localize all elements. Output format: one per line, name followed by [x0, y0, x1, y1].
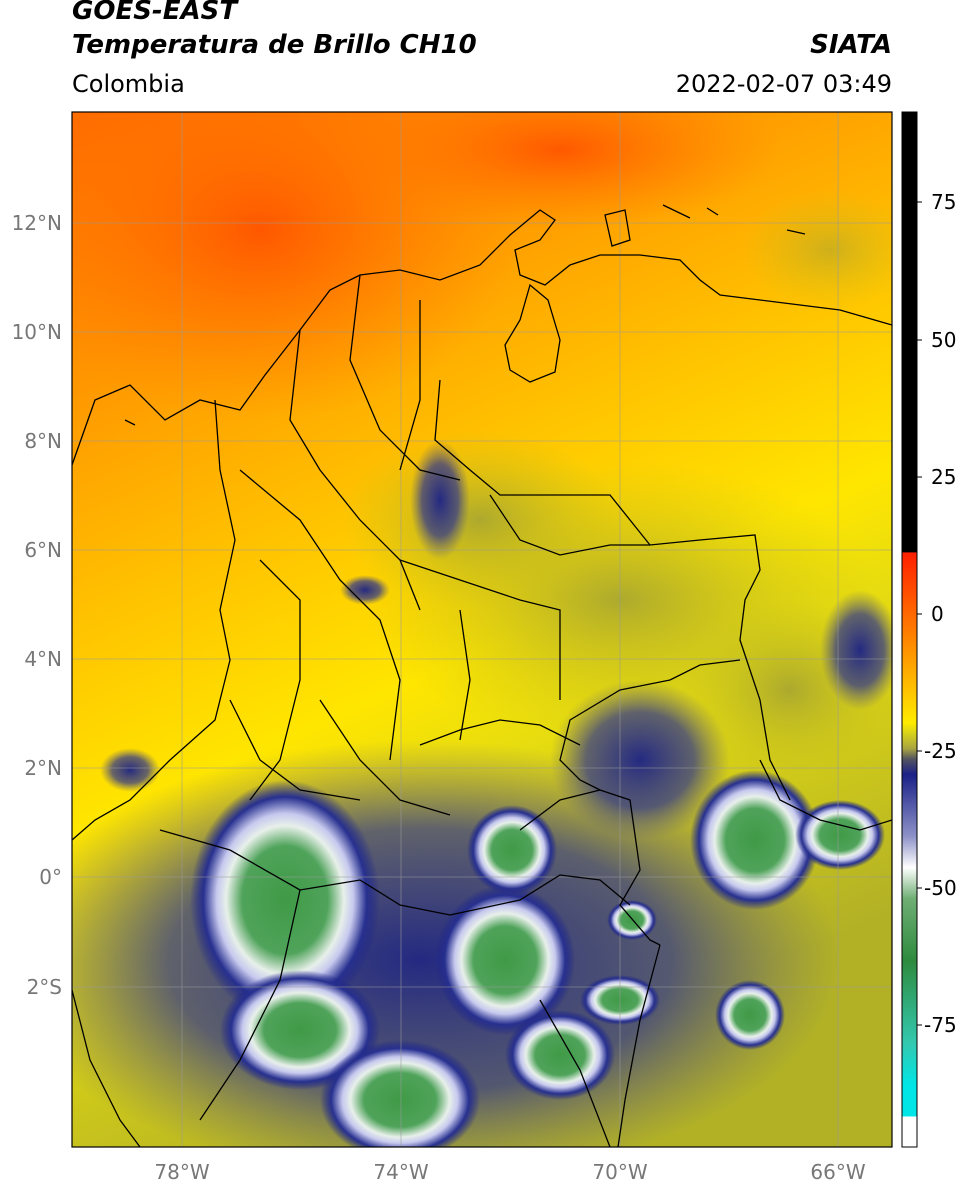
colorbar-tick-label: 25: [931, 465, 956, 489]
colorbar: 75 50 25 0 -25 -50 -75: [901, 111, 957, 1148]
lat-label: 12°N: [12, 211, 62, 235]
coastlines-and-borders: [72, 204, 892, 1147]
lat-label: 6°N: [24, 538, 62, 562]
lat-label: 2°S: [27, 975, 62, 999]
lon-label: 66°W: [810, 1160, 865, 1184]
longitude-labels: 78°W 74°W 70°W 66°W: [154, 1160, 865, 1184]
colorbar-tick-label: -50: [924, 876, 957, 900]
map-frame: [71, 111, 893, 1148]
datetime-label: 2022-02-07 03:49: [675, 70, 892, 98]
colorbar-tick-label: -25: [924, 739, 957, 763]
lon-label: 74°W: [373, 1160, 428, 1184]
latitude-labels: 12°N 10°N 8°N 6°N 4°N 2°N 0° 2°S: [12, 211, 62, 999]
lat-label: 0°: [39, 865, 62, 889]
lon-label: 78°W: [154, 1160, 209, 1184]
lon-label: 70°W: [592, 1160, 647, 1184]
lat-label: 8°N: [24, 429, 62, 453]
product-title: Temperatura de Brillo CH10: [72, 30, 477, 60]
region-label: Colombia: [72, 70, 185, 98]
satellite-title: GOES-EAST: [72, 0, 238, 26]
lat-label: 2°N: [24, 756, 62, 780]
colorbar-tick-label: 75: [931, 190, 956, 214]
colorbar-tick-label: 0: [931, 602, 944, 626]
source-label: SIATA: [810, 30, 892, 60]
colorbar-tick-label: 50: [931, 328, 956, 352]
lat-label: 10°N: [12, 320, 62, 344]
colorbar-scale: [901, 111, 918, 1148]
map-gridlines: [72, 112, 892, 1147]
colorbar-tick-label: -75: [924, 1013, 957, 1037]
lat-label: 4°N: [24, 647, 62, 671]
